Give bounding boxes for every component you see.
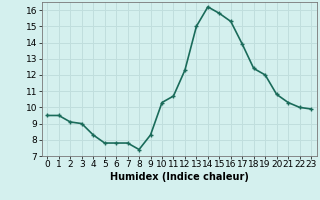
X-axis label: Humidex (Indice chaleur): Humidex (Indice chaleur) (110, 172, 249, 182)
